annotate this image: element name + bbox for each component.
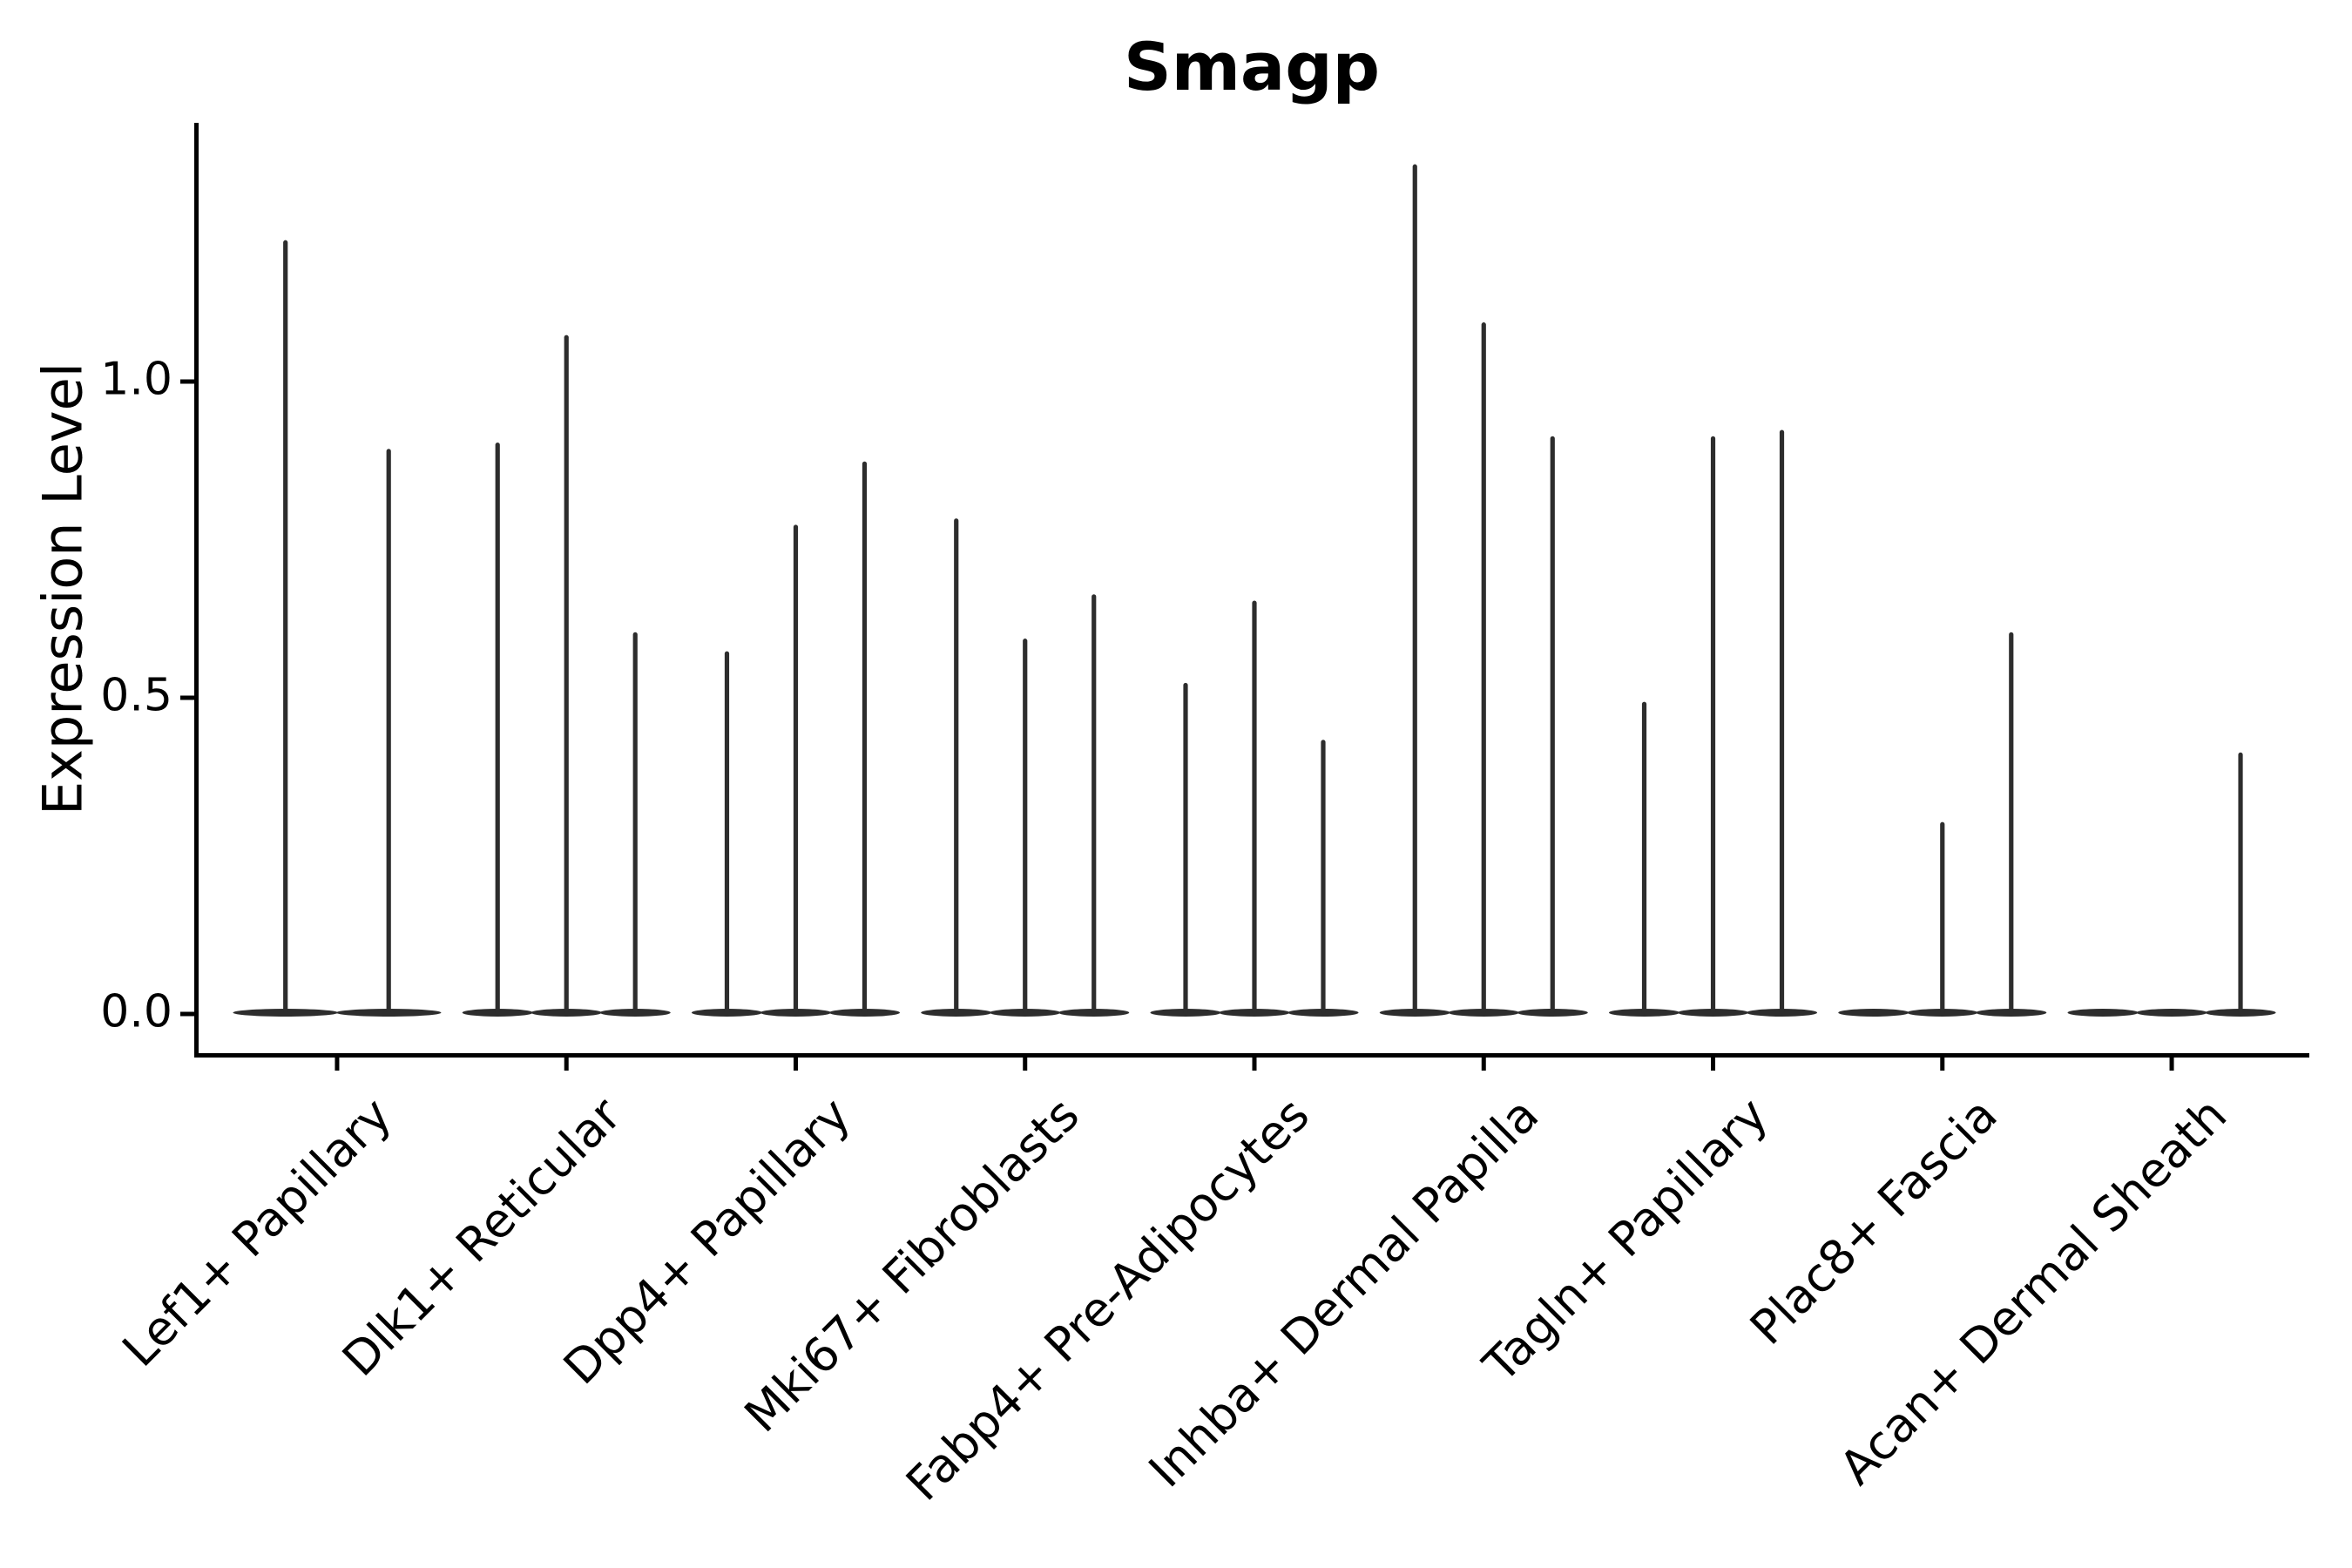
violin-base (2067, 1009, 2139, 1017)
y-tick-label: 0.5 (100, 669, 172, 722)
violin-base (2136, 1009, 2207, 1017)
y-tick-label: 1.0 (100, 353, 172, 406)
violin-base (1838, 1009, 1909, 1017)
page-title: Smagp (1123, 28, 1381, 105)
y-tick-label: 0.0 (100, 985, 172, 1038)
y-axis-title: Expression Level (30, 362, 95, 815)
